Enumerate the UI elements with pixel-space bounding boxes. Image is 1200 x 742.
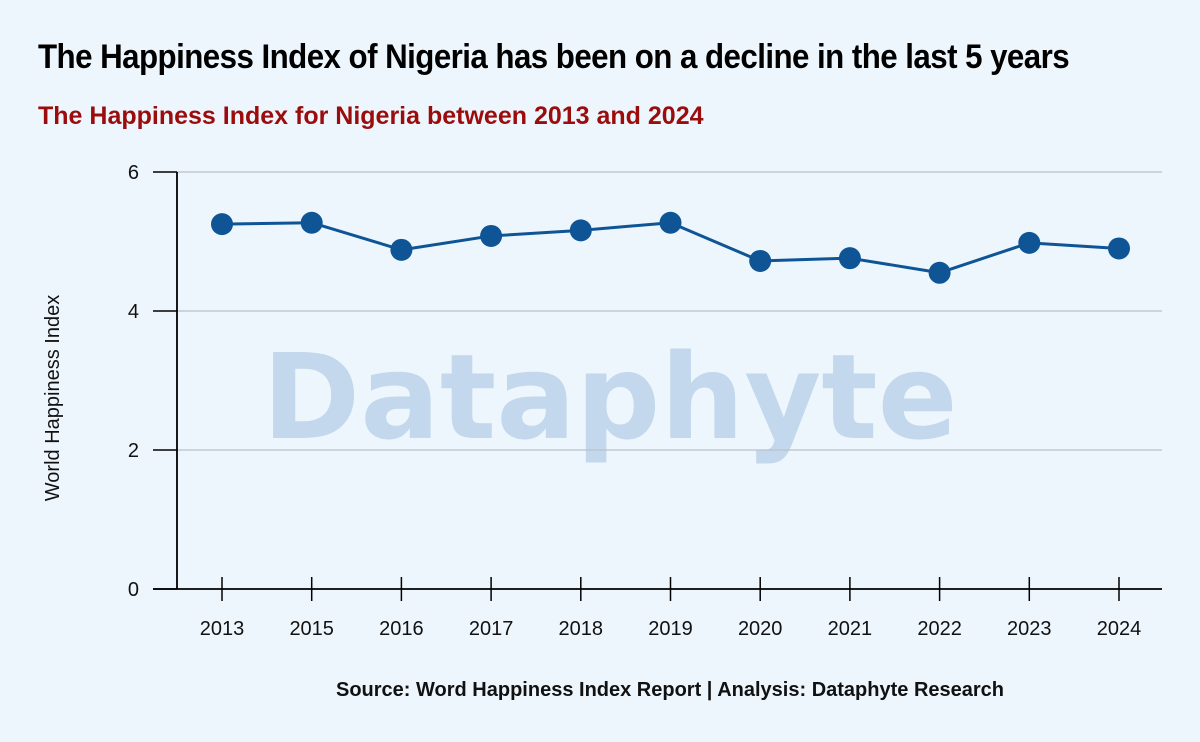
x-tick-label: 2022 xyxy=(917,618,962,640)
grid-lines xyxy=(177,171,1162,451)
x-tick-label: 2024 xyxy=(1097,618,1142,640)
x-tick-label: 2013 xyxy=(200,618,245,640)
x-tick-label: 2015 xyxy=(289,618,334,640)
data-point xyxy=(300,211,323,234)
x-axis-ticks: 2013 2015 2016 2017 2018 2019 2020 2021 2022 2023… xyxy=(200,577,1142,640)
data-point xyxy=(749,249,772,272)
data-point xyxy=(1108,237,1130,260)
data-point xyxy=(211,213,233,236)
chart-title: The Happiness Index of Nigeria has been … xyxy=(38,38,1070,76)
x-tick-label: 2018 xyxy=(559,618,604,640)
series-happiness-index xyxy=(211,211,1130,284)
data-point xyxy=(838,247,861,270)
y-tick-label: 4 xyxy=(128,301,139,323)
x-tick-label: 2023 xyxy=(1007,618,1052,640)
watermark-logo: Dataphyte xyxy=(262,328,957,466)
source-note: Source: Word Happiness Index Report | An… xyxy=(336,679,1004,701)
x-tick-label: 2021 xyxy=(828,618,873,640)
data-point xyxy=(569,219,592,242)
y-tick-label: 0 xyxy=(128,579,139,601)
y-tick-label: 2 xyxy=(128,440,139,462)
data-point xyxy=(659,211,682,234)
x-tick-label: 2016 xyxy=(379,618,424,640)
data-point xyxy=(928,261,951,284)
data-point xyxy=(480,224,503,247)
axes xyxy=(153,172,1162,590)
x-tick-label: 2017 xyxy=(469,618,514,640)
y-axis-label: World Happiness Index xyxy=(42,295,64,501)
chart-subtitle: The Happiness Index for Nigeria between … xyxy=(38,102,704,130)
data-point xyxy=(1018,231,1041,254)
data-point xyxy=(390,238,413,261)
x-tick-label: 2019 xyxy=(648,618,693,640)
x-tick-label: 2020 xyxy=(738,618,783,640)
y-tick-label: 6 xyxy=(128,162,139,184)
y-axis-ticks: 0 2 4 6 xyxy=(128,162,177,601)
